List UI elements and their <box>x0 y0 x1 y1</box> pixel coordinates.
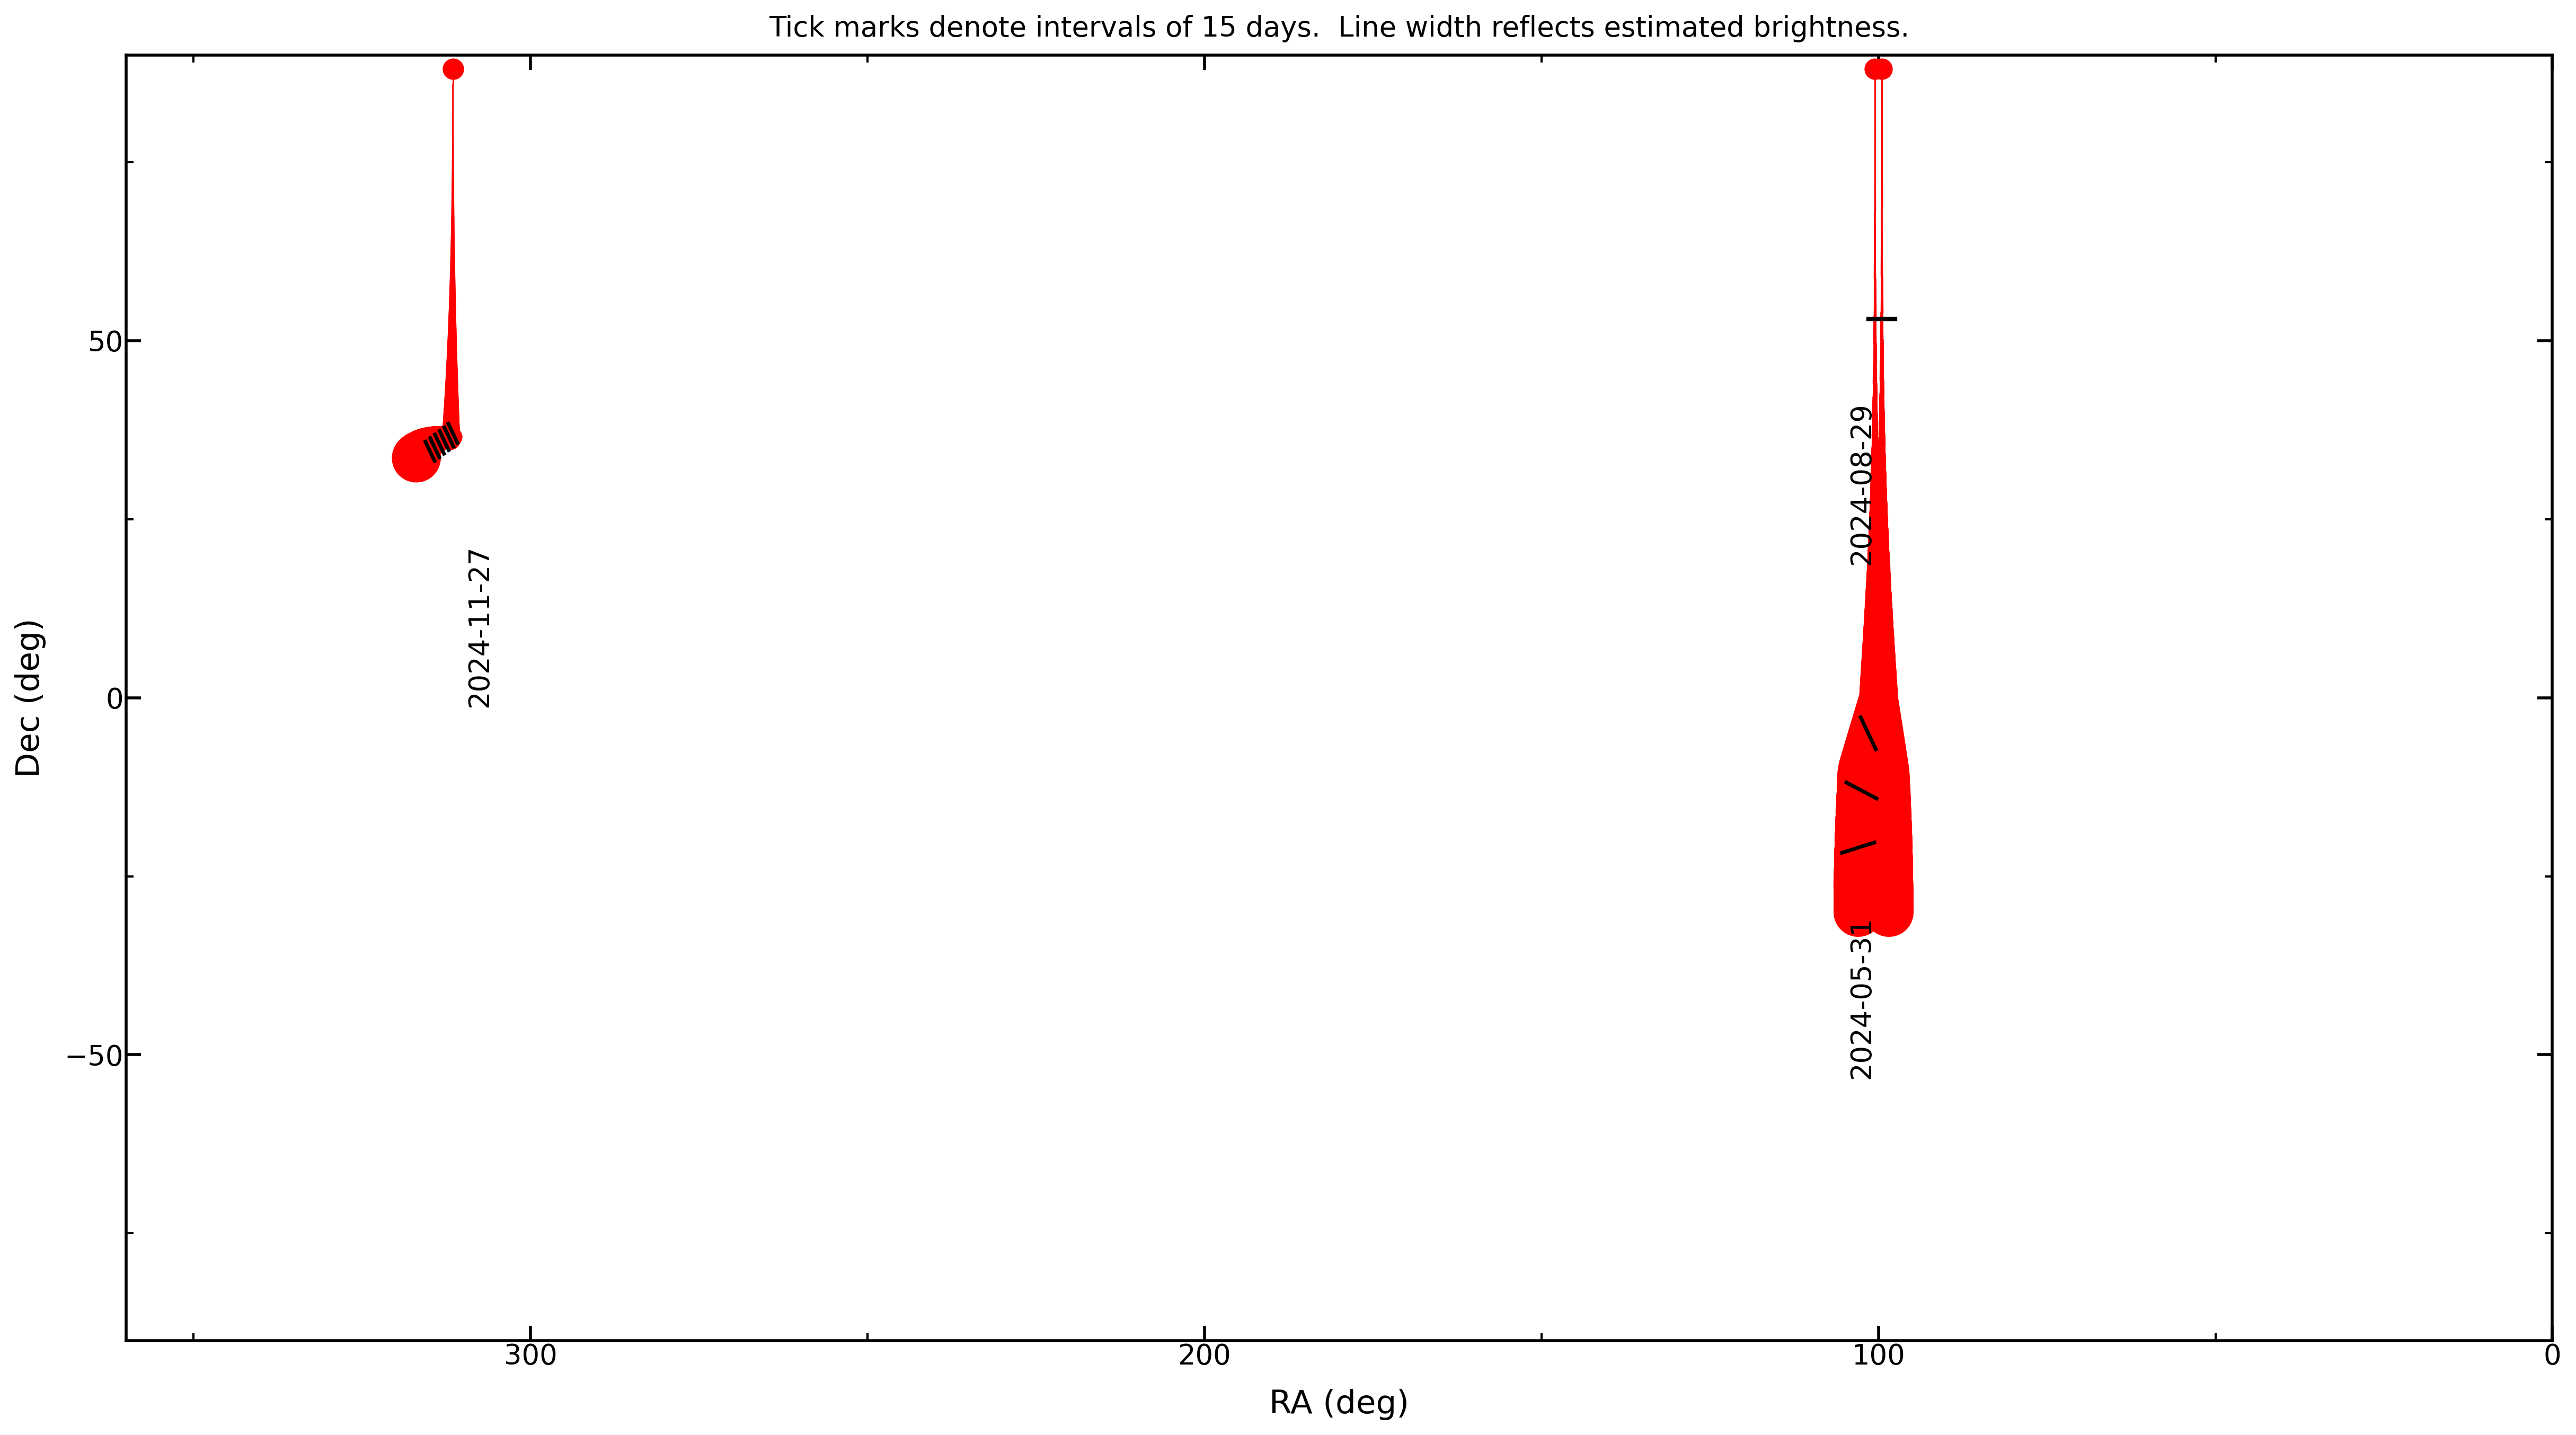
Text: 2024-05-31: 2024-05-31 <box>1847 917 1875 1079</box>
X-axis label: RA (deg): RA (deg) <box>1270 1389 1409 1421</box>
Text: 2024-11-27: 2024-11-27 <box>466 545 495 707</box>
Title: Tick marks denote intervals of 15 days.  Line width reflects estimated brightnes: Tick marks denote intervals of 15 days. … <box>770 14 1909 42</box>
Text: 2024-08-29: 2024-08-29 <box>1847 402 1875 565</box>
Y-axis label: Dec (deg): Dec (deg) <box>15 618 46 778</box>
